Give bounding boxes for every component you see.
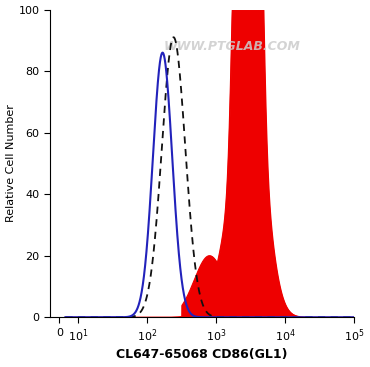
Text: WWW.PTGLAB.COM: WWW.PTGLAB.COM: [164, 40, 301, 53]
Y-axis label: Relative Cell Number: Relative Cell Number: [6, 105, 16, 222]
X-axis label: CL647-65068 CD86(GL1): CL647-65068 CD86(GL1): [116, 348, 288, 361]
